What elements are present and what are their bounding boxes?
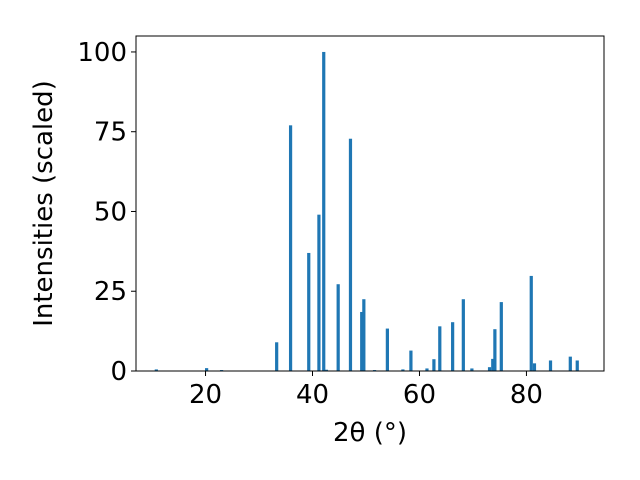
bar	[362, 299, 366, 371]
bar	[487, 367, 492, 371]
bar	[438, 326, 442, 371]
y-tick-label: 25	[94, 277, 127, 307]
bar	[425, 368, 429, 371]
bar	[288, 125, 293, 371]
bar	[568, 356, 572, 371]
bar	[470, 368, 474, 371]
bar	[360, 311, 364, 371]
y-tick-label: 50	[94, 197, 127, 227]
bar	[491, 358, 495, 371]
x-axis: 20 40 60 80	[189, 371, 543, 410]
bar	[401, 369, 405, 371]
y-tick-label: 75	[94, 118, 127, 148]
bar	[529, 275, 533, 371]
bar	[532, 363, 537, 371]
bar	[336, 284, 340, 371]
bar	[324, 369, 329, 371]
x-axis-title: 2θ (°)	[333, 418, 407, 448]
bar	[385, 328, 389, 371]
bar	[307, 252, 311, 371]
bar	[575, 360, 579, 371]
plot-frame	[135, 35, 605, 372]
x-tick-label: 60	[403, 380, 436, 410]
bar	[275, 342, 279, 371]
bar	[548, 360, 553, 371]
y-axis: 0 25 50 75 100	[77, 38, 136, 387]
bar	[499, 302, 503, 371]
bar	[348, 138, 353, 371]
bar	[493, 329, 497, 371]
bar	[154, 369, 158, 371]
bar	[322, 51, 326, 371]
bar	[432, 359, 436, 371]
bar	[409, 350, 413, 371]
x-tick-label: 80	[510, 380, 543, 410]
bar	[451, 322, 455, 371]
bar	[461, 299, 465, 371]
x-tick-label: 20	[189, 380, 222, 410]
bar	[317, 214, 321, 371]
bars-group	[154, 51, 579, 371]
bar	[205, 368, 209, 371]
y-tick-label: 100	[77, 38, 127, 68]
x-tick-label: 40	[296, 380, 329, 410]
y-tick-label: 0	[110, 357, 127, 387]
y-axis-title: Intensities (scaled)	[29, 80, 59, 327]
